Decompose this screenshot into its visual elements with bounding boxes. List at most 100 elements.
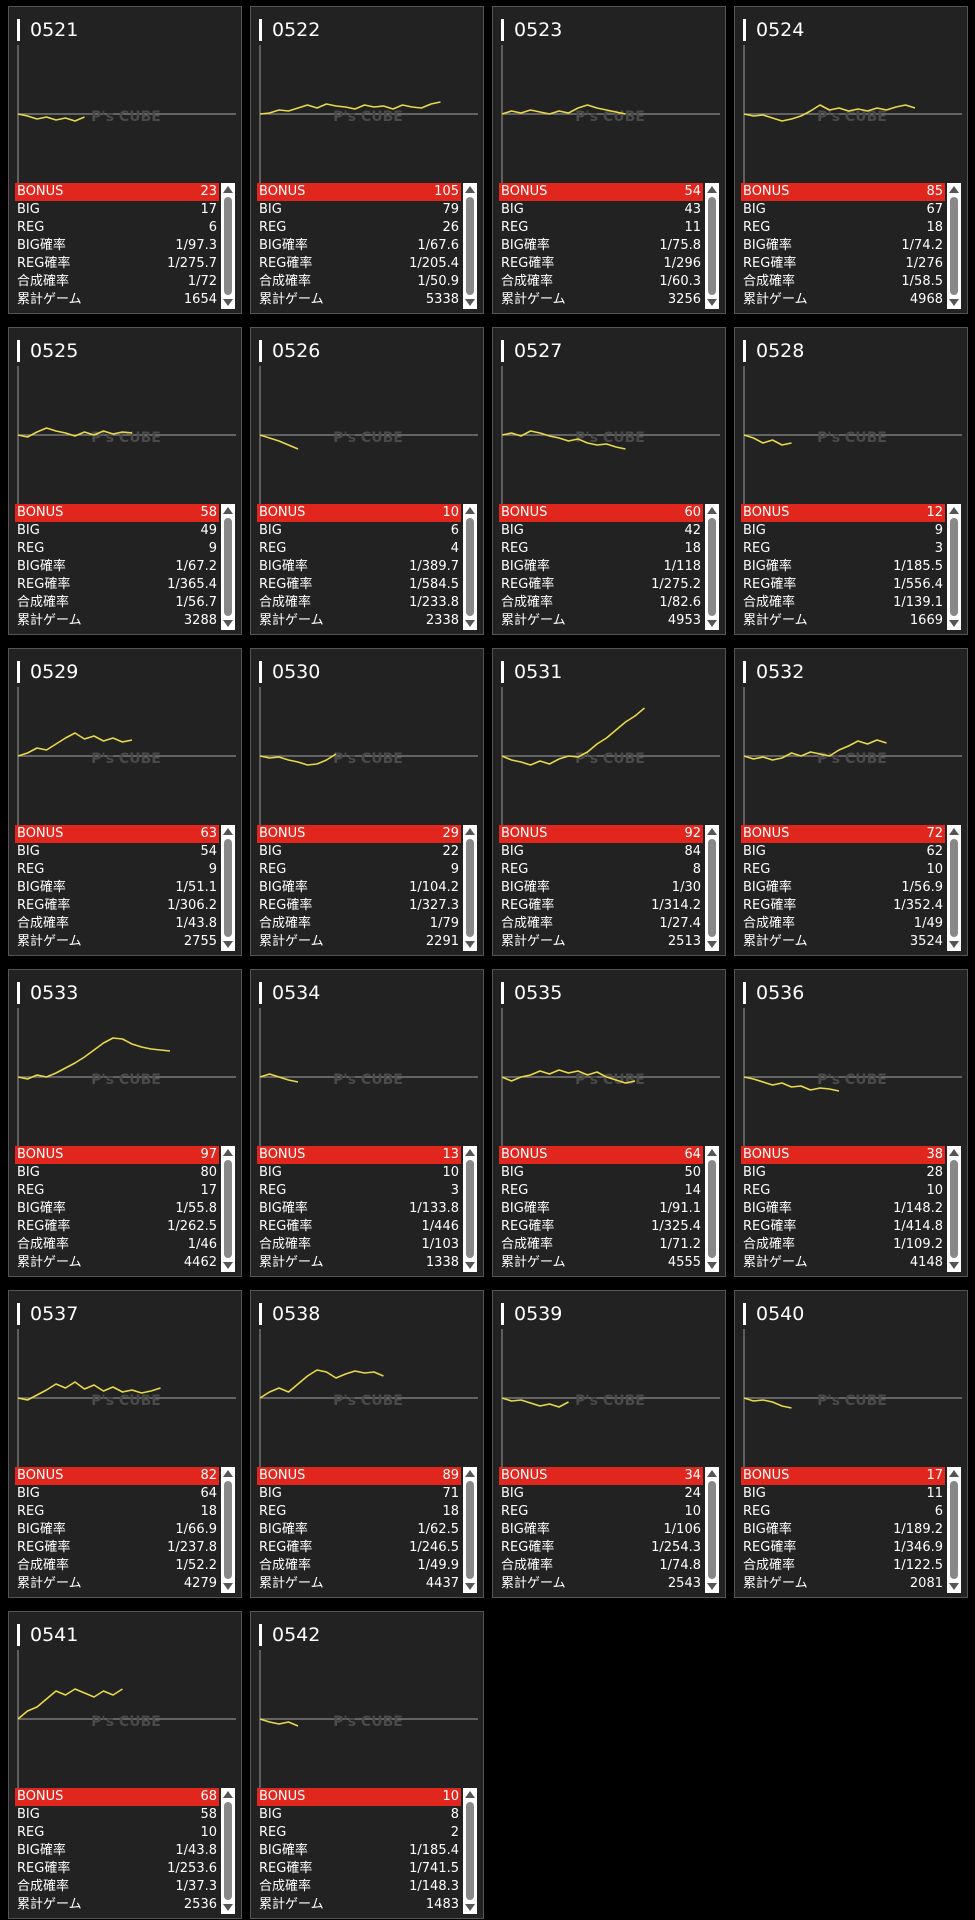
scroll-thumb[interactable] — [224, 1160, 232, 1258]
triangle-up-icon[interactable] — [465, 1470, 475, 1477]
stats-scrollbar[interactable] — [705, 825, 719, 951]
triangle-down-icon[interactable] — [949, 620, 959, 627]
machine-card[interactable]: 0531 P's CUBE BONUS 92 BIG 84 REG 8 BIG確率 1/30 REG… — [492, 648, 726, 956]
stats-scrollbar[interactable] — [221, 825, 235, 951]
stats-scrollbar[interactable] — [705, 504, 719, 630]
scroll-thumb[interactable] — [466, 197, 474, 295]
machine-card[interactable]: 0528 P's CUBE BONUS 12 BIG 9 REG 3 BIG確率 1/185.5 R… — [734, 327, 968, 635]
triangle-up-icon[interactable] — [949, 507, 959, 514]
scroll-thumb[interactable] — [950, 839, 958, 937]
scroll-thumb[interactable] — [224, 518, 232, 616]
scroll-thumb[interactable] — [950, 518, 958, 616]
scroll-thumb[interactable] — [708, 839, 716, 937]
stats-scrollbar[interactable] — [463, 183, 477, 309]
triangle-down-icon[interactable] — [465, 299, 475, 306]
machine-card[interactable]: 0532 P's CUBE BONUS 72 BIG 62 REG 10 BIG確率 1/56.9… — [734, 648, 968, 956]
stats-scrollbar[interactable] — [947, 825, 961, 951]
stats-scrollbar[interactable] — [947, 504, 961, 630]
machine-card[interactable]: 0533 P's CUBE BONUS 97 BIG 80 REG 17 BIG確率 1/55.8… — [8, 969, 242, 1277]
machine-card[interactable]: 0534 P's CUBE BONUS 13 BIG 10 REG 3 BIG確率 1/133.8… — [250, 969, 484, 1277]
stats-scrollbar[interactable] — [463, 1467, 477, 1593]
triangle-down-icon[interactable] — [465, 941, 475, 948]
stats-scrollbar[interactable] — [463, 825, 477, 951]
triangle-up-icon[interactable] — [223, 507, 233, 514]
stats-scrollbar[interactable] — [221, 1467, 235, 1593]
machine-card[interactable]: 0526 P's CUBE BONUS 10 BIG 6 REG 4 BIG確率 1/389.7 R… — [250, 327, 484, 635]
machine-card[interactable]: 0541 P's CUBE BONUS 68 BIG 58 REG 10 BIG確率 1/43.8… — [8, 1611, 242, 1919]
triangle-down-icon[interactable] — [223, 1904, 233, 1911]
scroll-thumb[interactable] — [950, 1481, 958, 1579]
scroll-thumb[interactable] — [708, 197, 716, 295]
scroll-thumb[interactable] — [224, 1802, 232, 1900]
machine-card[interactable]: 0539 P's CUBE BONUS 34 BIG 24 REG 10 BIG確率 1/106 R… — [492, 1290, 726, 1598]
triangle-up-icon[interactable] — [707, 1149, 717, 1156]
triangle-down-icon[interactable] — [949, 1583, 959, 1590]
triangle-down-icon[interactable] — [949, 299, 959, 306]
scroll-thumb[interactable] — [466, 518, 474, 616]
machine-card[interactable]: 0540 P's CUBE BONUS 17 BIG 11 REG 6 BIG確率 1/189.2… — [734, 1290, 968, 1598]
triangle-down-icon[interactable] — [223, 299, 233, 306]
stats-scrollbar[interactable] — [463, 1788, 477, 1914]
triangle-down-icon[interactable] — [707, 1583, 717, 1590]
stats-scrollbar[interactable] — [221, 504, 235, 630]
triangle-down-icon[interactable] — [949, 941, 959, 948]
triangle-up-icon[interactable] — [707, 1470, 717, 1477]
triangle-down-icon[interactable] — [949, 1262, 959, 1269]
triangle-up-icon[interactable] — [223, 1470, 233, 1477]
machine-card[interactable]: 0537 P's CUBE BONUS 82 BIG 64 REG 18 BIG確率 1/66.9… — [8, 1290, 242, 1598]
triangle-down-icon[interactable] — [707, 620, 717, 627]
triangle-down-icon[interactable] — [465, 1583, 475, 1590]
machine-card[interactable]: 0529 P's CUBE BONUS 63 BIG 54 REG 9 BIG確率 1/51.1 R… — [8, 648, 242, 956]
machine-card[interactable]: 0525 P's CUBE BONUS 58 BIG 49 REG 9 BIG確率 1/67.2 R… — [8, 327, 242, 635]
stats-scrollbar[interactable] — [947, 1146, 961, 1272]
machine-card[interactable]: 0530 P's CUBE BONUS 29 BIG 22 REG 9 BIG確率 1/104.2… — [250, 648, 484, 956]
scroll-thumb[interactable] — [950, 1160, 958, 1258]
scroll-thumb[interactable] — [466, 839, 474, 937]
triangle-down-icon[interactable] — [707, 941, 717, 948]
stats-scrollbar[interactable] — [463, 504, 477, 630]
triangle-up-icon[interactable] — [465, 1149, 475, 1156]
stats-scrollbar[interactable] — [221, 1788, 235, 1914]
triangle-up-icon[interactable] — [707, 507, 717, 514]
triangle-up-icon[interactable] — [465, 507, 475, 514]
scroll-thumb[interactable] — [708, 1481, 716, 1579]
stats-scrollbar[interactable] — [705, 1467, 719, 1593]
scroll-thumb[interactable] — [224, 197, 232, 295]
triangle-down-icon[interactable] — [707, 299, 717, 306]
scroll-thumb[interactable] — [708, 1160, 716, 1258]
triangle-down-icon[interactable] — [465, 1262, 475, 1269]
machine-card[interactable]: 0523 P's CUBE BONUS 54 BIG 43 REG 11 BIG確率 1/75.8… — [492, 6, 726, 314]
scroll-thumb[interactable] — [950, 197, 958, 295]
stats-scrollbar[interactable] — [705, 183, 719, 309]
machine-card[interactable]: 0521 P's CUBE BONUS 23 BIG 17 REG 6 BIG確率 1/97.3 R… — [8, 6, 242, 314]
machine-card[interactable]: 0527 P's CUBE BONUS 60 BIG 42 REG 18 BIG確率 1/118 R… — [492, 327, 726, 635]
stats-scrollbar[interactable] — [947, 183, 961, 309]
stats-scrollbar[interactable] — [947, 1467, 961, 1593]
stats-scrollbar[interactable] — [463, 1146, 477, 1272]
triangle-up-icon[interactable] — [707, 828, 717, 835]
machine-card[interactable]: 0522 P's CUBE BONUS 105 BIG 79 REG 26 BIG確率 1/67.… — [250, 6, 484, 314]
triangle-up-icon[interactable] — [949, 828, 959, 835]
triangle-up-icon[interactable] — [223, 1149, 233, 1156]
triangle-down-icon[interactable] — [707, 1262, 717, 1269]
stats-scrollbar[interactable] — [221, 1146, 235, 1272]
triangle-down-icon[interactable] — [223, 620, 233, 627]
machine-card[interactable]: 0535 P's CUBE BONUS 64 BIG 50 REG 14 BIG確率 1/91.1… — [492, 969, 726, 1277]
triangle-up-icon[interactable] — [949, 186, 959, 193]
triangle-up-icon[interactable] — [223, 186, 233, 193]
machine-card[interactable]: 0524 P's CUBE BONUS 85 BIG 67 REG 18 BIG確率 1/74.2… — [734, 6, 968, 314]
triangle-up-icon[interactable] — [949, 1470, 959, 1477]
triangle-up-icon[interactable] — [949, 1149, 959, 1156]
scroll-thumb[interactable] — [466, 1481, 474, 1579]
triangle-down-icon[interactable] — [465, 620, 475, 627]
triangle-up-icon[interactable] — [465, 1791, 475, 1798]
triangle-up-icon[interactable] — [223, 828, 233, 835]
triangle-down-icon[interactable] — [223, 1262, 233, 1269]
stats-scrollbar[interactable] — [705, 1146, 719, 1272]
scroll-thumb[interactable] — [224, 839, 232, 937]
triangle-down-icon[interactable] — [223, 1583, 233, 1590]
triangle-down-icon[interactable] — [223, 941, 233, 948]
machine-card[interactable]: 0536 P's CUBE BONUS 38 BIG 28 REG 10 BIG確率 1/148.… — [734, 969, 968, 1277]
scroll-thumb[interactable] — [466, 1160, 474, 1258]
scroll-thumb[interactable] — [708, 518, 716, 616]
